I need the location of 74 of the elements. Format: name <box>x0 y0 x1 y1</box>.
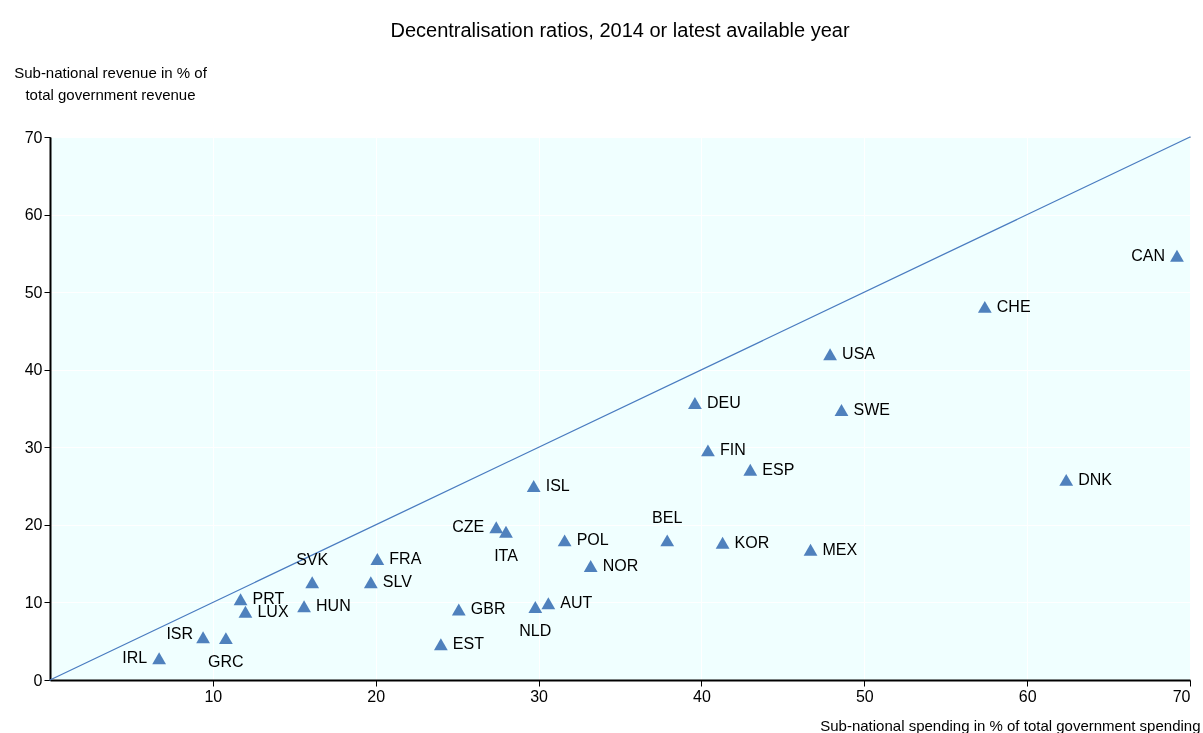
annotation: GRC <box>208 653 244 671</box>
y-tick-label: 70 <box>24 128 43 146</box>
annotation: USA <box>842 345 876 363</box>
chart-title: Decentralisation ratios, 2014 or latest available year <box>390 19 850 41</box>
point <box>583 560 598 572</box>
point <box>701 444 715 457</box>
x-tick-label: 20 <box>367 687 386 705</box>
point <box>528 601 543 614</box>
point <box>451 603 466 616</box>
point <box>305 576 320 589</box>
annotation: FIN <box>719 441 746 459</box>
point <box>363 576 378 589</box>
point <box>1059 473 1074 486</box>
x-tick-label: 40 <box>693 687 711 705</box>
annotation: FRA <box>389 549 422 567</box>
annotation: POL <box>576 531 609 549</box>
point <box>688 397 702 410</box>
annotation: HUN <box>316 597 351 615</box>
annotation: CZE <box>452 518 485 536</box>
y-tick-label: 0 <box>33 671 43 689</box>
annotation: CHE <box>996 297 1031 315</box>
annotation: AUT <box>560 594 593 612</box>
annotation: BEL <box>652 509 683 527</box>
annotation: ISL <box>545 477 570 495</box>
x-tick-label: 30 <box>530 687 549 705</box>
y-tick-label: 30 <box>24 438 43 456</box>
y-tick-label: 10 <box>24 593 43 611</box>
point <box>715 536 730 549</box>
annotation: GBR <box>470 600 506 618</box>
point <box>218 632 233 645</box>
point <box>743 463 758 476</box>
annotation: KOR <box>734 533 770 551</box>
y-tick-label: 60 <box>24 206 43 224</box>
point <box>370 553 385 565</box>
annotation: EST <box>452 635 485 653</box>
point <box>526 480 541 493</box>
x-tick-label: 60 <box>1018 687 1037 705</box>
point <box>233 593 248 606</box>
annotation: SVK <box>296 551 329 569</box>
x-tick-label: 50 <box>855 687 874 705</box>
annotation: SLV <box>382 573 413 591</box>
annotation: ISR <box>166 625 194 643</box>
point <box>489 521 504 534</box>
point <box>557 534 572 547</box>
point <box>803 543 818 556</box>
point <box>196 631 210 644</box>
annotation: CAN <box>1131 246 1165 264</box>
annotation: ESP <box>762 460 795 478</box>
annotation: MEX <box>822 540 858 558</box>
point <box>541 597 556 610</box>
x-tick-label: 70 <box>1172 687 1191 705</box>
point <box>152 652 167 665</box>
x-axis-title: Sub-national spending in % of total government spending <box>820 716 1201 733</box>
point <box>499 525 513 538</box>
annotation: DEU <box>706 394 741 412</box>
point <box>834 404 849 417</box>
x-tick-label: 10 <box>204 687 223 705</box>
annotation: ITA <box>494 546 519 564</box>
y-axis-title: Sub-national revenue in % of total government revenue <box>14 63 208 103</box>
y-tick-label: 20 <box>24 516 43 534</box>
y-tick-label: 50 <box>24 283 43 301</box>
point <box>1170 249 1184 262</box>
point <box>433 638 448 651</box>
point <box>660 534 675 547</box>
annotation: SWE <box>853 401 890 419</box>
annotation: IRL <box>122 649 148 667</box>
point <box>977 300 992 313</box>
annotation: NLD <box>519 622 552 640</box>
point <box>823 348 837 361</box>
y-tick-label: 40 <box>24 361 43 379</box>
point <box>238 605 253 618</box>
annotation: DNK <box>1078 470 1113 488</box>
point <box>297 600 311 613</box>
annotation: NOR <box>602 556 639 574</box>
